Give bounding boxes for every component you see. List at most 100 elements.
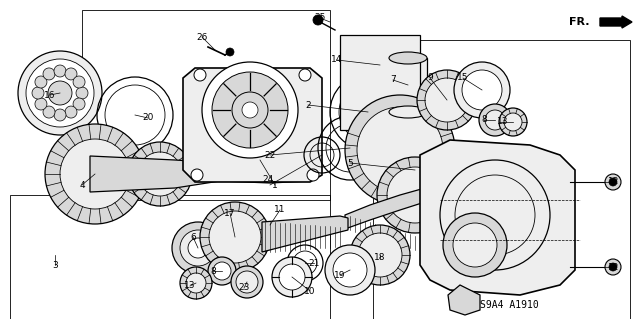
Text: 21: 21 [308,258,320,268]
Text: 19: 19 [334,271,346,279]
Text: 13: 13 [497,117,509,127]
Circle shape [172,222,224,274]
Circle shape [605,259,621,275]
Circle shape [208,257,236,285]
Circle shape [60,139,130,209]
Circle shape [188,238,208,258]
Circle shape [462,70,502,110]
Ellipse shape [389,106,427,118]
Text: FR.: FR. [570,17,590,27]
Circle shape [43,68,55,80]
Circle shape [357,107,443,193]
Circle shape [299,69,311,81]
Circle shape [180,230,216,266]
Text: S9A4 A1910: S9A4 A1910 [480,300,539,310]
Circle shape [48,81,72,105]
Circle shape [358,233,402,277]
Circle shape [609,263,617,271]
Circle shape [350,225,410,285]
Text: 11: 11 [275,205,285,214]
Circle shape [499,108,527,136]
Text: 18: 18 [374,254,386,263]
Circle shape [504,113,522,131]
Circle shape [32,87,44,99]
Circle shape [377,157,453,233]
Circle shape [307,169,319,181]
Circle shape [186,273,206,293]
Circle shape [138,152,182,196]
Circle shape [180,267,212,299]
Text: 16: 16 [44,91,56,100]
Circle shape [443,213,507,277]
Text: 12: 12 [608,177,620,187]
Polygon shape [448,285,480,315]
Circle shape [202,62,298,158]
Circle shape [73,76,85,88]
Text: 20: 20 [142,114,154,122]
Circle shape [272,257,312,297]
Text: 2: 2 [305,100,311,109]
Circle shape [236,271,258,293]
Text: 25: 25 [314,13,326,23]
Text: 7: 7 [390,76,396,85]
Circle shape [26,59,94,127]
Circle shape [453,223,497,267]
Text: 8: 8 [210,266,216,276]
Circle shape [35,76,47,88]
Circle shape [76,87,88,99]
Circle shape [18,51,102,135]
Circle shape [65,68,77,80]
Circle shape [54,109,66,121]
Circle shape [35,98,47,110]
Circle shape [605,174,621,190]
Ellipse shape [389,52,427,64]
Polygon shape [340,35,420,130]
Circle shape [200,202,270,272]
Text: 15: 15 [457,73,468,83]
Text: 8: 8 [481,115,487,124]
FancyArrow shape [600,16,632,28]
Circle shape [325,245,375,295]
Circle shape [417,70,477,130]
Circle shape [454,62,510,118]
Text: 12: 12 [608,263,620,271]
Circle shape [213,262,231,280]
Text: 6: 6 [190,233,196,241]
Circle shape [387,167,443,223]
Text: 24: 24 [262,175,274,184]
Circle shape [226,48,234,56]
Text: 22: 22 [264,151,276,160]
Text: 10: 10 [304,286,316,295]
Text: 23: 23 [238,284,250,293]
Bar [389,58,427,113]
Text: 1: 1 [272,181,278,189]
Circle shape [73,98,85,110]
Circle shape [333,253,367,287]
Polygon shape [420,140,575,295]
Circle shape [345,95,455,205]
Circle shape [232,92,268,128]
Circle shape [425,78,469,122]
Text: 13: 13 [184,281,196,291]
Circle shape [45,124,145,224]
Circle shape [231,266,263,298]
Text: 17: 17 [224,209,236,218]
Circle shape [209,211,261,263]
Text: 14: 14 [332,56,342,64]
Polygon shape [262,216,348,252]
Circle shape [485,110,505,130]
Circle shape [65,106,77,118]
Circle shape [128,142,192,206]
Text: 5: 5 [347,159,353,167]
Text: 26: 26 [196,33,208,41]
Circle shape [279,264,305,290]
Circle shape [609,178,617,186]
Circle shape [242,102,258,118]
Polygon shape [90,156,310,192]
Text: 3: 3 [52,261,58,270]
Circle shape [54,65,66,77]
Circle shape [313,15,323,25]
Circle shape [194,69,206,81]
Circle shape [212,72,288,148]
Text: 4: 4 [79,181,85,189]
